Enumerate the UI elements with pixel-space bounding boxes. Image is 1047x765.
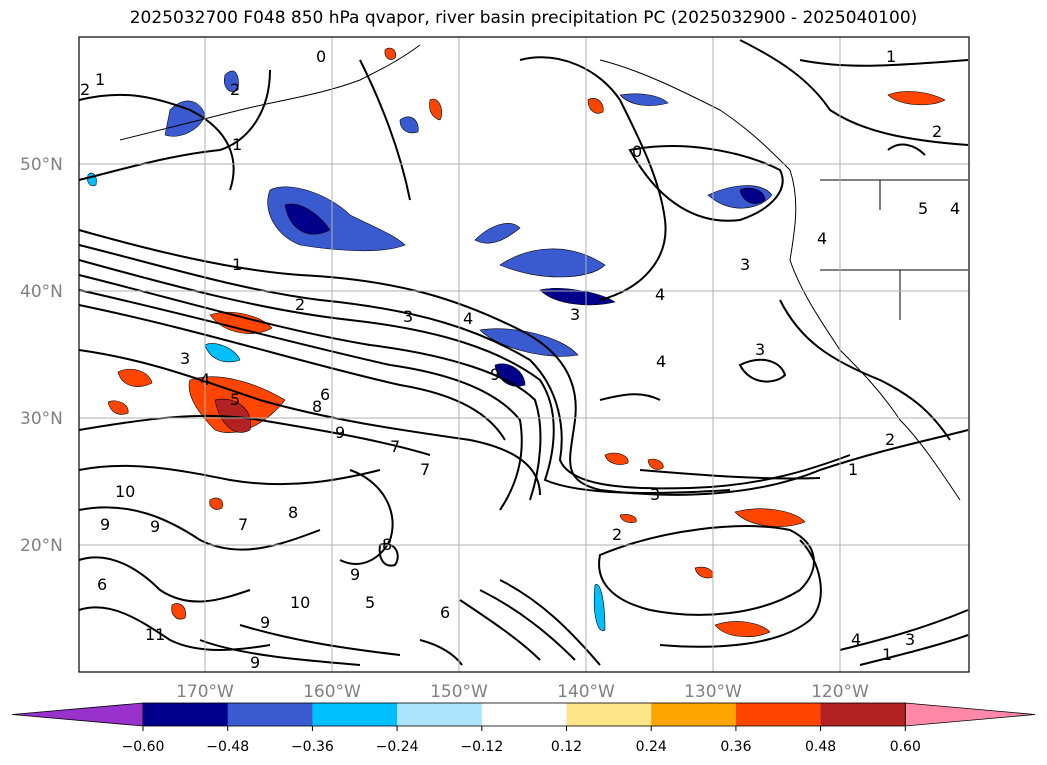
qvapor-contours (78, 39, 969, 666)
contour-label: 1 (886, 47, 896, 66)
lat-label-30n: 30°N (20, 409, 63, 429)
contour-label: 2 (230, 80, 240, 99)
colorbar-tick-label: −0.36 (291, 739, 334, 755)
contour-label: 9 (100, 515, 110, 534)
contour-label: 7 (238, 515, 248, 534)
colorbar-segment (566, 703, 652, 726)
contour-label: 10 (290, 593, 310, 612)
contour-label: 4 (655, 285, 665, 304)
contour-label: 7 (420, 460, 430, 479)
contour-label: 4 (851, 630, 861, 649)
lon-label-120w: 120°W (811, 682, 869, 702)
contour-label: 3 (650, 485, 660, 504)
contour-label: 6 (440, 603, 450, 622)
map-title: 2025032700 F048 850 hPa qvapor, river ba… (129, 8, 918, 28)
contour-label: 1 (232, 135, 242, 154)
contour-label: 5 (230, 390, 240, 409)
lon-label-150w: 150°W (430, 682, 488, 702)
colorbar-tick-label: −0.24 (376, 739, 419, 755)
contour-label: 9 (250, 653, 260, 672)
contour-label: 0 (632, 142, 642, 161)
colorbar-segment (227, 703, 313, 726)
contour-label: 2 (80, 80, 90, 99)
contour-label: 3 (755, 340, 765, 359)
colorbar-extend-high (904, 702, 1036, 727)
contour-label: 0 (316, 47, 326, 66)
contour-label: 4 (950, 199, 960, 218)
negative-anomaly-shading (87, 70, 773, 632)
colorbar-frame (142, 702, 906, 727)
colorbar-segment (481, 703, 567, 726)
lon-label-140w: 140°W (557, 682, 615, 702)
positive-anomaly-shading (107, 47, 946, 638)
lat-label-20n: 20°N (20, 536, 63, 556)
lon-label-130w: 130°W (684, 682, 742, 702)
contour-label: 1 (848, 460, 858, 479)
contour-label: 5 (918, 199, 928, 218)
contour-label: 1 (95, 70, 105, 89)
colorbar-segment (143, 703, 229, 726)
contour-label: 1 (882, 645, 892, 664)
colorbar-tick-label: −0.60 (122, 739, 165, 755)
contour-label: 1 (232, 255, 242, 274)
colorbar-segment (651, 703, 737, 726)
contour-label: 8 (312, 397, 322, 416)
colorbar-tick-label: 0.36 (720, 739, 751, 755)
coastlines (119, 44, 968, 501)
contour-label: 6 (320, 385, 330, 404)
contour-label: 9 (260, 613, 270, 632)
colorbar-segment (735, 703, 822, 726)
colorbar-segment (397, 703, 483, 726)
contour-label: 8 (382, 535, 392, 554)
contour-label: 10 (115, 482, 135, 501)
contour-label: 7 (390, 437, 400, 456)
colorbar-ticks: −0.60 −0.48 −0.36 −0.24 −0.12 0.12 0.24 0.36 0.4… (122, 726, 921, 755)
contour-label: 4 (200, 370, 210, 389)
map-frame (78, 36, 970, 673)
colorbar-tick-label: 0.48 (805, 739, 836, 755)
lat-label-40n: 40°N (20, 282, 63, 302)
colorbar-tick-label: 0.60 (890, 739, 921, 755)
contour-label: 2 (612, 525, 622, 544)
colorbar-segment (312, 703, 398, 726)
contour-label: 4 (817, 229, 827, 248)
colorbar (11, 702, 1036, 727)
contour-label: 4 (656, 352, 666, 371)
contour-label: 9 (490, 365, 500, 384)
contour-label: 8 (288, 503, 298, 522)
contour-label: 2 (932, 122, 942, 141)
lon-label-170w: 170°W (176, 682, 234, 702)
contour-label: 3 (905, 630, 915, 649)
colorbar-tick-label: −0.48 (206, 739, 249, 755)
lat-label-50n: 50°N (20, 155, 63, 175)
contour-label: 9 (350, 565, 360, 584)
contour-label: 9 (150, 517, 160, 536)
colorbar-tick-label: 0.24 (636, 739, 667, 755)
contour-label: 5 (365, 593, 375, 612)
contour-label: 11 (145, 625, 165, 644)
lon-label-160w: 160°W (303, 682, 361, 702)
contour-label: 3 (570, 305, 580, 324)
contour-label: 4 (463, 309, 473, 328)
contour-label: 2 (885, 430, 895, 449)
contour-label: 3 (403, 307, 413, 326)
contour-label: 3 (740, 255, 750, 274)
colorbar-segment (820, 703, 906, 726)
colorbar-extend-low (11, 702, 144, 727)
contour-label: 6 (97, 575, 107, 594)
colorbar-tick-label: 0.12 (551, 739, 582, 755)
contour-label: 2 (295, 295, 305, 314)
contour-label: 9 (335, 423, 345, 442)
gridlines (79, 37, 969, 672)
colorbar-tick-label: −0.12 (460, 739, 503, 755)
contour-label: 3 (180, 349, 190, 368)
